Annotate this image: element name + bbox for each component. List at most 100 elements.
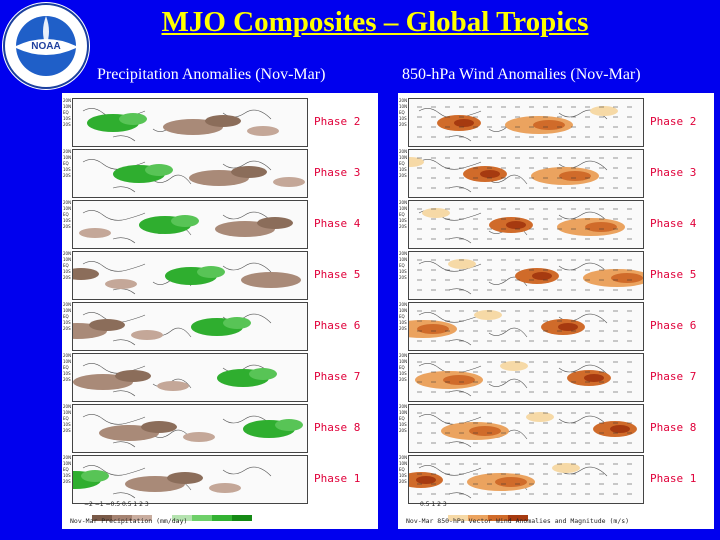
latitude-labels: 20N 10N EQ 10S 20S [399,200,408,249]
latitude-labels: 20N 10N EQ 10S 20S [399,149,408,198]
latitude-label: 10S [63,320,71,325]
latitude-label: 20N [63,302,72,307]
latitude-label: 10S [63,167,71,172]
wind-map-phase [408,404,644,453]
wind-map-row: 20N 10N EQ 10S 20S Phase 7 [399,353,708,402]
noaa-logo: NOAA [2,2,90,90]
latitude-label: 20S [63,326,71,331]
phase-label: Phase 3 [650,166,697,179]
wind-map-row: 20N 10N EQ 10S 20S Phase 3 [399,149,708,198]
latitude-label: 20S [63,377,71,382]
precip-map-phase [72,353,308,402]
latitude-labels: 20N 10N EQ 10S 20S [63,98,72,147]
latitude-label: EQ [399,110,405,115]
latitude-labels: 20N 10N EQ 10S 20S [63,302,72,351]
latitude-labels: 20N 10N EQ 10S 20S [63,455,72,504]
latitude-label: EQ [63,314,69,319]
latitude-label: 10N [399,104,408,109]
wind-colorbar [428,508,528,521]
latitude-label: 10N [63,206,72,211]
latitude-label: 20N [399,455,408,460]
wind-map-row: 20N 10N EQ 10S 20S Phase 1 [399,455,708,504]
precip-colorbar-swatch [212,515,232,521]
latitude-labels: 20N 10N EQ 10S 20S [63,353,72,402]
phase-label: Phase 4 [314,217,361,230]
latitude-label: EQ [399,314,405,319]
phase-label: Phase 5 [650,268,697,281]
latitude-label: 20N [63,404,72,409]
wind-map-phase [408,149,644,198]
latitude-labels: 20N 10N EQ 10S 20S [399,98,408,147]
latitude-labels: 20N 10N EQ 10S 20S [63,200,72,249]
precip-map-row: 20N 10N EQ 10S 20S Phase 7 [63,353,372,402]
latitude-label: 20S [63,224,71,229]
phase-label: Phase 2 [650,115,697,128]
precip-map-row: 20N 10N EQ 10S 20S Phase 3 [63,149,372,198]
wind-colorbar-caption: Nov-Mar 850-hPa Vector Wind Anomalies an… [406,517,630,525]
latitude-label: 20N [63,98,72,103]
wind-map-phase [408,455,644,504]
phase-label: Phase 6 [650,319,697,332]
latitude-label: 10N [399,410,408,415]
wind-map-phase [408,98,644,147]
phase-label: Phase 4 [650,217,697,230]
precip-map-phase [72,404,308,453]
noaa-seal-icon: NOAA [3,3,89,89]
precip-colorbar [92,508,252,521]
precip-map-row: 20N 10N EQ 10S 20S Phase 4 [63,200,372,249]
latitude-label: 10N [399,155,408,160]
wind-map-row: 20N 10N EQ 10S 20S Phase 8 [399,404,708,453]
latitude-label: 20S [63,122,71,127]
precip-map-row: 20N 10N EQ 10S 20S Phase 5 [63,251,372,300]
latitude-label: 20S [399,326,407,331]
precip-map-phase [72,200,308,249]
latitude-label: 10S [63,218,71,223]
latitude-label: 10N [399,359,408,364]
wind-map-phase [408,251,644,300]
latitude-label: 10N [399,257,408,262]
latitude-labels: 20N 10N EQ 10S 20S [399,251,408,300]
latitude-label: 20N [399,302,408,307]
latitude-label: EQ [399,467,405,472]
latitude-label: EQ [399,416,405,421]
latitude-labels: 20N 10N EQ 10S 20S [63,404,72,453]
wind-map-row: 20N 10N EQ 10S 20S Phase 5 [399,251,708,300]
precip-map-row: 20N 10N EQ 10S 20S Phase 6 [63,302,372,351]
latitude-label: 10N [63,308,72,313]
wind-map-row: 20N 10N EQ 10S 20S Phase 4 [399,200,708,249]
latitude-labels: 20N 10N EQ 10S 20S [63,251,72,300]
latitude-label: 20S [399,122,407,127]
latitude-label: 10N [399,461,408,466]
precip-map-row: 20N 10N EQ 10S 20S Phase 8 [63,404,372,453]
latitude-label: 20S [399,224,407,229]
latitude-label: 10S [399,422,407,427]
latitude-label: 10N [63,257,72,262]
latitude-label: 10S [63,269,71,274]
latitude-label: 20S [63,275,71,280]
latitude-label: 20N [399,98,408,103]
wind-colorbar-swatch [508,515,528,521]
latitude-label: 20N [63,149,72,154]
precip-colorbar-swatch [152,515,172,521]
latitude-label: 10S [399,167,407,172]
latitude-label: EQ [63,263,69,268]
latitude-label: 20N [63,455,72,460]
phase-label: Phase 3 [314,166,361,179]
wind-map-row: 20N 10N EQ 10S 20S Phase 2 [399,98,708,147]
precip-colorbar-caption: Nov-Mar Precipitation (mm/day) [70,517,188,525]
latitude-label: EQ [399,161,405,166]
latitude-label: 20S [399,428,407,433]
phase-label: Phase 6 [314,319,361,332]
wind-colorbar-swatch [448,515,468,521]
latitude-label: 10S [399,371,407,376]
latitude-label: 10N [63,359,72,364]
latitude-label: 20S [399,377,407,382]
latitude-label: EQ [63,212,69,217]
latitude-label: 10N [399,206,408,211]
latitude-label: 10S [63,422,71,427]
wind-colorbar-ticks: 0.5 1 2 3 [420,501,447,508]
latitude-label: 20N [63,200,72,205]
latitude-label: EQ [399,365,405,370]
phase-label: Phase 5 [314,268,361,281]
latitude-label: 10S [63,371,71,376]
